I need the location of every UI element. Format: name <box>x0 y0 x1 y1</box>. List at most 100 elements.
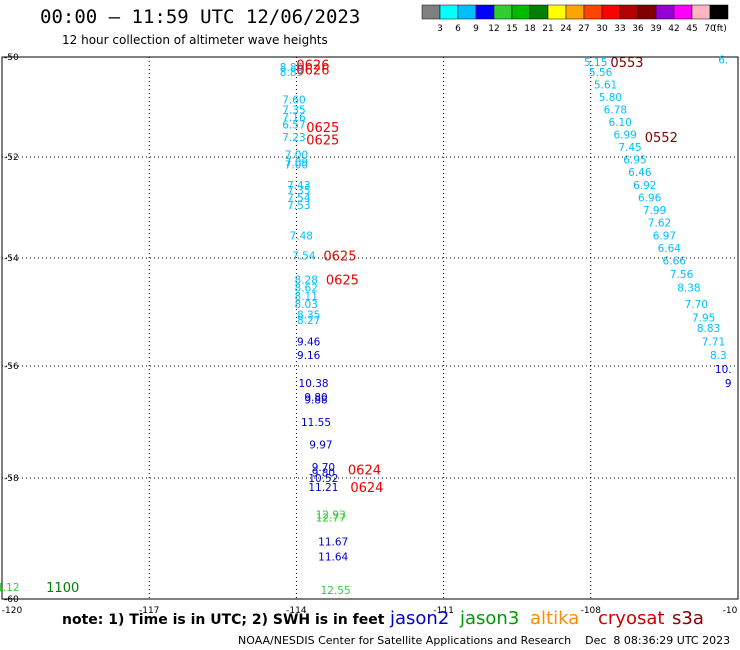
wave-height-points: 8.868.897.607.357.166.577.237.007.097.00… <box>0 55 732 597</box>
colorbar-swatch <box>421 4 441 20</box>
colorbar-swatch <box>493 4 513 20</box>
legend-cryosat: cryosat <box>598 608 665 629</box>
colorbar-label: 33 <box>614 24 625 34</box>
wave-height-value: 6.92 <box>633 180 656 192</box>
colorbar-label: 24 <box>560 24 572 34</box>
chart-subtitle: 12 hour collection of altimeter wave hei… <box>62 33 328 47</box>
wave-height-value: 7.60 <box>282 95 305 107</box>
colorbar-swatch <box>583 4 603 20</box>
wave-height-value: 11.67 <box>318 537 348 549</box>
colorbar-swatch <box>673 4 693 20</box>
colorbar-unit: (ft) <box>713 24 727 34</box>
chart-title: 00:00 – 11:59 UTC 12/06/2023 <box>40 6 361 28</box>
wave-height-value: 7.71 <box>702 337 725 349</box>
pass-time-label: 0625 <box>306 121 339 136</box>
pass-time-label: 0625 <box>326 274 359 289</box>
x-tick-label: -111 <box>433 606 453 616</box>
pass-time-label: 0626 <box>296 64 329 79</box>
wave-height-value: 7.54 <box>287 192 311 204</box>
footnote: note: 1) Time is in UTC; 2) SWH is in fe… <box>62 612 385 628</box>
wave-height-value: 7.43 <box>287 180 310 192</box>
colorbar-swatch <box>529 4 549 20</box>
wave-height-value: 6.96 <box>638 192 662 204</box>
x-tick-label: -120 <box>2 606 23 616</box>
wave-height-value: 6. <box>718 55 728 67</box>
wave-height-value: 7.23 <box>282 132 305 144</box>
wave-height-value: 7.62 <box>648 218 671 230</box>
colorbar-swatch <box>637 4 657 20</box>
wave-height-value: 6.66 <box>663 256 687 268</box>
wave-height-value: 7.00 <box>285 160 308 172</box>
wave-height-value: 7.48 <box>290 230 313 242</box>
x-tick-label: -10 <box>723 606 738 616</box>
wave-height-value: 6.64 <box>658 243 682 255</box>
plot-frame <box>1 56 739 600</box>
colorbar-swatch <box>709 4 729 20</box>
colorbar-label: 12 <box>488 24 499 34</box>
wave-height-value: 8.28 <box>295 275 318 287</box>
wave-height-value: 8.11 <box>295 291 318 303</box>
wave-height-value: 5.80 <box>599 92 622 104</box>
legend-jason3: jason3 <box>460 608 520 629</box>
wave-height-value: 7.99 <box>643 205 666 217</box>
colorbar-swatch <box>565 4 585 20</box>
color-scale-legend: 3 6 9 12 15 18 21 24 27 30 33 36 39 42 45 70(ft) <box>421 4 729 34</box>
pass-time-label: 0624 <box>348 464 381 479</box>
wave-height-value: 6.10 <box>609 117 632 129</box>
wave-height-value: 5.15 <box>584 57 607 69</box>
wave-height-value: 5.61 <box>594 80 617 92</box>
pass-time-labels: 0626062606250625062506250624062411000553… <box>46 56 678 596</box>
wave-height-value: 7.95 <box>692 312 715 324</box>
pass-time-label: 0626 <box>296 59 329 74</box>
wave-height-value: 6.46 <box>628 167 652 179</box>
colorbar-swatch <box>439 4 459 20</box>
colorbar-label: 36 <box>632 24 644 34</box>
colorbar-label: 3 <box>437 24 443 34</box>
wave-height-value: 7.09 <box>285 157 308 169</box>
wave-height-value: 8.38 <box>677 283 700 295</box>
wave-height-value: 7.54 <box>292 250 316 262</box>
wave-height-value: 8.62 <box>295 283 318 295</box>
wave-height-value: 9.46 <box>297 337 321 349</box>
wave-height-value: 8.27 <box>297 315 320 327</box>
wave-height-value: 7.16 <box>282 112 306 124</box>
wave-height-value: 11.64 <box>318 552 348 564</box>
pass-time-label: 0553 <box>610 56 643 71</box>
wave-height-value: 12.77 <box>316 512 346 524</box>
wave-height-value: 10.38 <box>299 378 329 390</box>
legend-s3a: s3a <box>672 608 704 629</box>
wave-height-value: 6.97 <box>653 230 676 242</box>
colorbar-swatch <box>619 4 639 20</box>
wave-height-value: 8.35 <box>297 310 320 322</box>
colorbar-swatch <box>655 4 675 20</box>
wave-height-value: 7.70 <box>685 299 708 311</box>
pass-time-label: 0625 <box>323 249 356 264</box>
y-tick-label: -52 <box>4 153 19 163</box>
colorbar-label: 18 <box>524 24 536 34</box>
wave-height-value: 9 <box>725 378 732 390</box>
colorbar-label: 42 <box>668 24 679 34</box>
wave-height-value: 6.57 <box>282 120 305 132</box>
colorbar-label: 30 <box>596 24 608 34</box>
colorbar-label: 6 <box>455 24 461 34</box>
pass-time-label: 1100 <box>46 581 79 596</box>
axis-tick-labels: -120 -117 -114 -111 -108 -10 -50 -52 -54 -56 -58 -6… <box>2 53 738 616</box>
colorbar-swatch <box>691 4 711 20</box>
pass-time-label: 0624 <box>350 481 383 496</box>
wave-height-value: 8.86 <box>280 62 304 74</box>
x-tick-label: -114 <box>286 606 307 616</box>
wave-height-value: 10.52 <box>308 473 338 485</box>
colorbar-label: 9 <box>473 24 479 34</box>
wave-height-value: 8.3 <box>710 350 727 362</box>
colorbar-label: 70 <box>704 24 716 34</box>
y-tick-label: -60 <box>4 595 19 605</box>
colorbar-label: 21 <box>542 24 553 34</box>
wave-height-value: 9.80 <box>304 392 327 404</box>
legend-jason2: jason2 <box>390 608 450 629</box>
wave-height-value: 11.55 <box>301 417 331 429</box>
wave-height-value: 12.55 <box>321 585 351 597</box>
wave-height-value: 9.88 <box>304 395 327 407</box>
wave-height-value: 7.56 <box>670 269 694 281</box>
wave-height-value: 8.89 <box>280 67 303 79</box>
